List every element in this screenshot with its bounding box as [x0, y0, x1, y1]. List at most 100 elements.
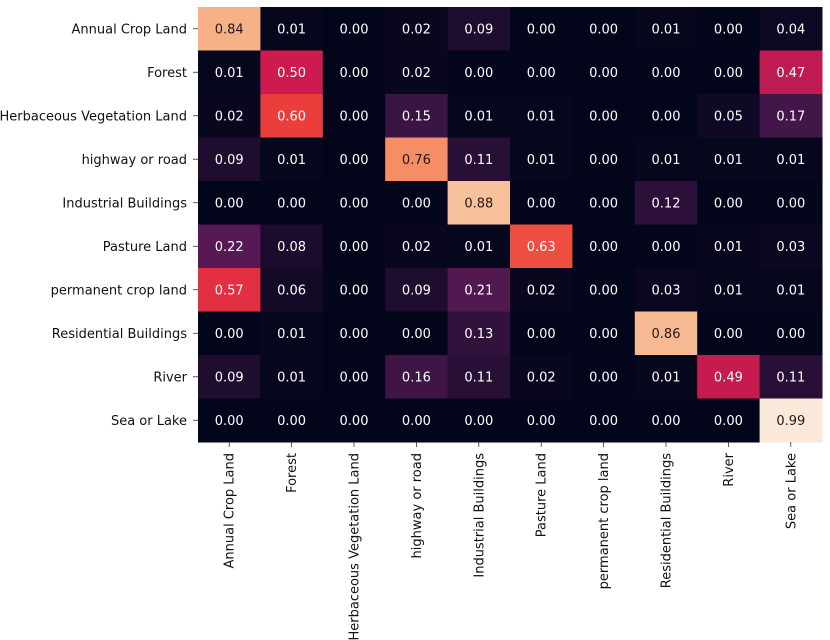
heatmap-cell: [510, 137, 573, 182]
heatmap-cell: [385, 311, 449, 356]
x-tick-label: Annual Crop Land: [223, 453, 238, 569]
cell-value-label: 0.00: [589, 153, 618, 168]
cell-value-label: 0.00: [714, 22, 743, 37]
y-tick-label: Forest: [147, 66, 187, 81]
cell-value-label: 0.00: [714, 327, 743, 342]
heatmap-cell: [198, 181, 261, 225]
cell-value-label: 0.00: [340, 327, 369, 342]
heatmap-cell: [447, 268, 511, 312]
heatmap-cell: [322, 268, 386, 312]
heatmap-cell: [385, 94, 449, 138]
cell-value-label: 0.03: [652, 283, 681, 298]
cell-value-label: 0.08: [277, 240, 306, 255]
heatmap-cell: [447, 94, 511, 138]
cell-value-label: 0.99: [776, 414, 805, 429]
cell-value-label: 0.01: [215, 66, 244, 81]
heatmap-cell: [759, 311, 823, 356]
cell-value-label: 0.00: [776, 196, 805, 211]
cell-value-label: 0.05: [714, 109, 743, 124]
heatmap-cell: [697, 137, 761, 182]
heatmap-cell: [572, 137, 636, 182]
cell-value-label: 0.00: [714, 414, 743, 429]
cell-value-label: 0.01: [277, 327, 306, 342]
heatmap-cell: [322, 224, 386, 269]
cell-value-label: 0.00: [652, 109, 681, 124]
heatmap-cell: [385, 7, 449, 51]
heatmap-cell: [260, 137, 324, 182]
heatmap-cell: [322, 311, 386, 356]
heatmap-cell: [322, 137, 386, 182]
cell-value-label: 0.01: [527, 109, 556, 124]
heatmap-cell: [447, 50, 511, 95]
heatmap-cell: [759, 94, 823, 138]
heatmap-cell: [447, 398, 511, 443]
heatmap-cell: [697, 311, 761, 356]
cell-value-label: 0.00: [589, 370, 618, 385]
heatmap-cell: [322, 94, 386, 138]
cell-value-label: 0.49: [714, 370, 743, 385]
heatmap-cell: [447, 355, 511, 399]
heatmap-cell: [634, 7, 698, 51]
heatmap-cell: [759, 224, 823, 269]
cell-value-label: 0.00: [340, 414, 369, 429]
x-tick-label: Pasture Land: [535, 453, 550, 537]
cell-value-label: 0.00: [589, 283, 618, 298]
cell-value-label: 0.13: [464, 327, 493, 342]
cell-value-label: 0.00: [464, 414, 493, 429]
cell-value-label: 0.02: [527, 370, 556, 385]
y-tick-label: Sea or Lake: [111, 414, 187, 429]
heatmap-cell: [385, 224, 449, 269]
heatmap-cell: [634, 50, 698, 95]
x-tick-label: Industrial Buildings: [472, 453, 487, 578]
heatmap-cell: [697, 7, 761, 51]
cell-value-label: 0.01: [652, 370, 681, 385]
heatmap-cell: [198, 94, 261, 138]
heatmap-cell: [322, 7, 386, 51]
cell-value-label: 0.00: [277, 196, 306, 211]
cell-value-label: 0.01: [714, 240, 743, 255]
cell-value-label: 0.01: [464, 109, 493, 124]
heatmap-cell: [634, 181, 698, 225]
x-tick-label: highway or road: [410, 453, 425, 558]
heatmap-cell: [447, 181, 511, 225]
cell-value-label: 0.00: [589, 66, 618, 81]
heatmap-cell: [759, 137, 823, 182]
cell-value-label: 0.02: [215, 109, 244, 124]
cell-value-label: 0.00: [652, 414, 681, 429]
cell-value-label: 0.06: [277, 283, 306, 298]
cell-value-label: 0.00: [340, 153, 369, 168]
x-tick-label: Forest: [285, 453, 300, 493]
heatmap-cell: [260, 355, 324, 399]
cell-value-label: 0.01: [277, 370, 306, 385]
cell-value-label: 0.01: [464, 240, 493, 255]
heatmap-cell: [572, 355, 636, 399]
heatmap-cell: [759, 181, 823, 225]
cell-value-label: 0.00: [402, 196, 431, 211]
cell-value-label: 0.01: [652, 153, 681, 168]
x-tick-label: permanent crop land: [597, 453, 612, 589]
heatmap-cell: [572, 311, 636, 356]
cell-value-label: 0.01: [277, 153, 306, 168]
cell-value-label: 0.17: [776, 109, 805, 124]
heatmap-cell: [759, 268, 823, 312]
heatmap-cell: [697, 224, 761, 269]
y-tick-label: Annual Crop Land: [72, 22, 188, 37]
cell-value-label: 0.00: [652, 66, 681, 81]
heatmap-cell: [198, 398, 261, 443]
cell-value-label: 0.00: [277, 414, 306, 429]
heatmap-cell: [510, 355, 573, 399]
y-tick-label: Pasture Land: [103, 240, 187, 255]
cell-value-label: 0.01: [527, 153, 556, 168]
heatmap-cell: [572, 50, 636, 95]
heatmap-cell: [198, 311, 261, 356]
heatmap-cell: [759, 398, 823, 443]
y-tick-label: permanent crop land: [51, 283, 187, 298]
heatmap-cell: [385, 50, 449, 95]
cell-value-label: 0.02: [402, 22, 431, 37]
heatmap-cell: [697, 398, 761, 443]
cell-value-label: 0.11: [464, 153, 493, 168]
heatmap-cell: [510, 50, 573, 95]
cell-value-label: 0.01: [776, 283, 805, 298]
heatmap-cell: [385, 398, 449, 443]
heatmap-cell: [697, 50, 761, 95]
